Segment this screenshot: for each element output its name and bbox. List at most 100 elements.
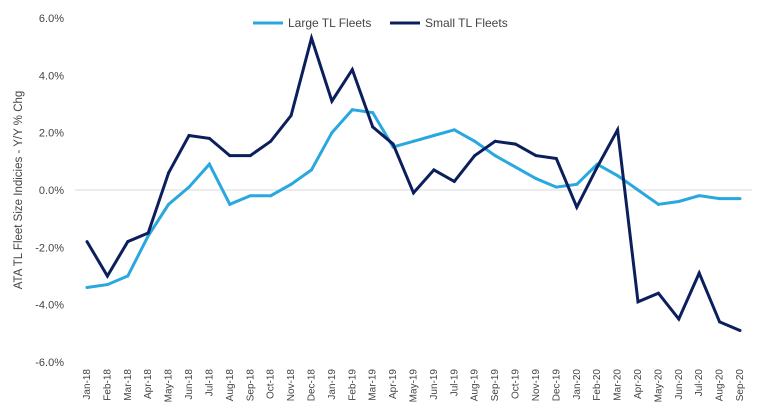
data-point-small-tl-fleets — [248, 154, 252, 158]
data-point-small-tl-fleets — [289, 113, 293, 117]
data-point-small-tl-fleets — [146, 231, 150, 235]
x-tick-label: Jul-18 — [204, 369, 215, 397]
data-point-large-tl-fleets — [412, 139, 415, 143]
y-tick-label: 6.0% — [39, 13, 64, 25]
data-point-small-tl-fleets — [207, 136, 211, 140]
series-line-small-tl-fleets — [85, 32, 741, 332]
x-tick-label: Feb-19 — [347, 369, 358, 401]
x-tick-label: Oct-18 — [266, 369, 277, 399]
x-tick-label: Apr-19 — [388, 369, 399, 399]
x-tick-label: Mar-20 — [613, 369, 624, 401]
data-point-large-tl-fleets — [514, 165, 518, 169]
data-point-large-tl-fleets — [452, 128, 456, 132]
y-tick-label: 4.0% — [39, 70, 64, 82]
data-point-large-tl-fleets — [187, 185, 191, 189]
x-tick-label: May-19 — [409, 369, 420, 403]
data-point-small-tl-fleets — [595, 165, 599, 169]
data-point-small-tl-fleets — [534, 154, 538, 158]
data-point-large-tl-fleets — [85, 285, 89, 289]
data-point-large-tl-fleets — [697, 194, 701, 198]
data-point-small-tl-fleets — [432, 168, 436, 172]
x-tick-label: May-18 — [164, 369, 175, 403]
data-point-large-tl-fleets — [636, 188, 640, 192]
data-point-large-tl-fleets — [105, 283, 109, 287]
y-tick-label: 2.0% — [39, 128, 64, 140]
data-point-small-tl-fleets — [350, 68, 354, 72]
data-point-small-tl-fleets — [616, 128, 620, 132]
x-tick-label: Jun-20 — [674, 369, 685, 400]
x-tick-label: Aug-18 — [225, 369, 236, 402]
data-point-large-tl-fleets — [575, 182, 579, 186]
data-point-small-tl-fleets — [412, 191, 415, 195]
data-point-small-tl-fleets — [167, 171, 171, 175]
data-point-small-tl-fleets — [738, 328, 742, 332]
x-tick-label: Dec-19 — [551, 369, 562, 402]
data-point-small-tl-fleets — [473, 154, 477, 158]
x-tick-label: Jun-19 — [429, 369, 440, 400]
data-point-small-tl-fleets — [391, 142, 395, 146]
x-tick-label: Jan-20 — [572, 369, 583, 400]
x-tick-label: Mar-19 — [368, 369, 379, 401]
data-point-large-tl-fleets — [371, 111, 375, 115]
data-point-large-tl-fleets — [207, 162, 211, 166]
legend-label-small-tl-fleets: Small TL Fleets — [425, 16, 508, 30]
data-point-small-tl-fleets — [126, 240, 130, 244]
x-tick-label: Apr-18 — [143, 369, 154, 399]
data-point-small-tl-fleets — [718, 320, 722, 324]
x-tick-label: Nov-18 — [286, 369, 297, 402]
data-point-small-tl-fleets — [309, 36, 313, 40]
series-lines — [85, 32, 742, 332]
data-point-small-tl-fleets — [371, 125, 375, 129]
x-tick-label: Aug-20 — [715, 369, 726, 402]
data-point-small-tl-fleets — [85, 240, 89, 244]
data-point-small-tl-fleets — [493, 139, 497, 143]
legend-label-large-tl-fleets: Large TL Fleets — [288, 16, 371, 30]
data-point-small-tl-fleets — [575, 205, 579, 209]
data-point-small-tl-fleets — [697, 271, 701, 275]
x-tick-label: Dec-18 — [306, 369, 317, 402]
x-tick-label: Oct-19 — [511, 369, 522, 399]
data-point-small-tl-fleets — [554, 156, 558, 160]
x-tick-label: Jul-19 — [449, 369, 460, 397]
y-axis-label: ATA TL Fleet Size Indicies - Y/Y % Chg — [13, 91, 25, 290]
data-point-small-tl-fleets — [187, 134, 191, 138]
data-point-large-tl-fleets — [656, 202, 660, 206]
y-tick-label: -4.0% — [35, 300, 64, 312]
data-point-large-tl-fleets — [432, 134, 436, 138]
x-tick-label: Jan-18 — [82, 369, 93, 400]
data-point-large-tl-fleets — [616, 174, 620, 178]
data-point-large-tl-fleets — [493, 154, 497, 158]
data-point-small-tl-fleets — [656, 291, 660, 295]
data-point-large-tl-fleets — [289, 182, 293, 186]
x-tick-label: May-20 — [653, 369, 664, 403]
x-axis-ticks: Jan-18 Feb-18 Mar-18 Apr-18 May-18 Jun-18 Jul-… — [82, 369, 746, 403]
data-point-large-tl-fleets — [350, 108, 354, 112]
data-point-large-tl-fleets — [718, 197, 722, 201]
series-line-large-tl-fleets — [86, 108, 740, 289]
x-tick-label: Sep-18 — [245, 369, 256, 402]
y-tick-label: -2.0% — [35, 242, 64, 254]
data-point-large-tl-fleets — [248, 194, 252, 198]
data-point-large-tl-fleets — [738, 197, 742, 201]
x-tick-label: Apr-20 — [633, 369, 644, 399]
data-point-small-tl-fleets — [677, 317, 681, 321]
data-point-large-tl-fleets — [269, 194, 273, 198]
y-tick-label: -6.0% — [35, 357, 64, 369]
y-axis-ticks: 6.0% 4.0% 2.0% 0.0% -2.0% -4.0% -6.0% — [35, 13, 64, 369]
data-point-small-tl-fleets — [514, 142, 518, 146]
x-tick-label: Nov-19 — [531, 369, 542, 402]
data-point-large-tl-fleets — [554, 185, 558, 189]
data-point-large-tl-fleets — [534, 177, 538, 181]
data-point-large-tl-fleets — [330, 131, 334, 135]
y-tick-label: 0.0% — [39, 185, 64, 197]
x-tick-label: Jul-20 — [694, 369, 705, 397]
data-point-large-tl-fleets — [167, 202, 171, 206]
x-tick-label: Sep-19 — [490, 369, 501, 402]
x-tick-label: Feb-20 — [592, 369, 603, 401]
x-tick-label: Feb-18 — [102, 369, 113, 401]
data-point-large-tl-fleets — [309, 168, 313, 172]
data-point-large-tl-fleets — [126, 274, 130, 278]
data-point-small-tl-fleets — [452, 179, 456, 183]
data-point-small-tl-fleets — [228, 154, 232, 158]
